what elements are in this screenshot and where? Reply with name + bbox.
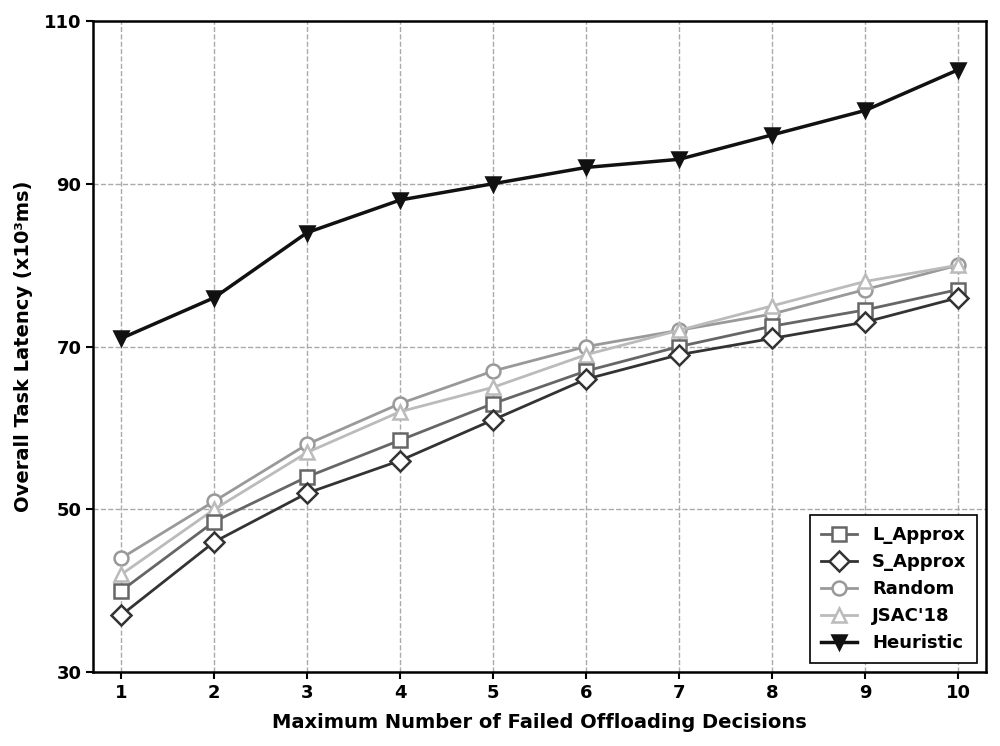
L_Approx — [952, 285, 964, 294]
Heuristic — [301, 228, 313, 237]
JSAC'18 — [766, 301, 778, 310]
Line: Heuristic: Heuristic — [114, 63, 965, 345]
L_Approx — [859, 305, 871, 314]
JSAC'18 — [394, 407, 406, 416]
L_Approx — [394, 436, 406, 445]
Random — [580, 342, 592, 351]
L_Approx — [766, 322, 778, 330]
L_Approx — [115, 586, 127, 595]
S_Approx — [580, 374, 592, 383]
JSAC'18 — [952, 260, 964, 269]
Random — [301, 439, 313, 448]
S_Approx — [952, 293, 964, 302]
JSAC'18 — [208, 505, 220, 514]
Random — [208, 497, 220, 506]
Line: Random: Random — [114, 258, 965, 565]
Random — [859, 285, 871, 294]
S_Approx — [115, 611, 127, 620]
JSAC'18 — [580, 350, 592, 359]
S_Approx — [859, 318, 871, 327]
Random — [766, 310, 778, 319]
L_Approx — [673, 342, 685, 351]
Heuristic — [394, 195, 406, 204]
Random — [952, 260, 964, 269]
S_Approx — [301, 489, 313, 498]
S_Approx — [394, 456, 406, 465]
Heuristic — [766, 131, 778, 140]
Legend: L_Approx, S_Approx, Random, JSAC'18, Heuristic: L_Approx, S_Approx, Random, JSAC'18, Heu… — [810, 515, 977, 663]
Heuristic — [673, 155, 685, 164]
JSAC'18 — [673, 326, 685, 335]
Heuristic — [487, 179, 499, 188]
Random — [394, 399, 406, 408]
L_Approx — [580, 366, 592, 375]
Random — [673, 326, 685, 335]
JSAC'18 — [115, 570, 127, 579]
S_Approx — [487, 416, 499, 424]
L_Approx — [208, 517, 220, 526]
Y-axis label: Overall Task Latency (x10³ms): Overall Task Latency (x10³ms) — [14, 181, 33, 513]
Heuristic — [208, 293, 220, 302]
Heuristic — [859, 106, 871, 115]
Heuristic — [115, 334, 127, 343]
Line: L_Approx: L_Approx — [114, 283, 965, 598]
S_Approx — [673, 350, 685, 359]
Line: S_Approx: S_Approx — [114, 291, 965, 622]
L_Approx — [487, 399, 499, 408]
JSAC'18 — [859, 277, 871, 286]
Random — [487, 366, 499, 375]
L_Approx — [301, 472, 313, 481]
Random — [115, 554, 127, 562]
S_Approx — [208, 537, 220, 546]
Heuristic — [580, 163, 592, 172]
JSAC'18 — [487, 383, 499, 392]
S_Approx — [766, 334, 778, 343]
Line: JSAC'18: JSAC'18 — [114, 258, 965, 581]
JSAC'18 — [301, 448, 313, 457]
X-axis label: Maximum Number of Failed Offloading Decisions: Maximum Number of Failed Offloading Deci… — [272, 713, 807, 732]
Heuristic — [952, 65, 964, 74]
